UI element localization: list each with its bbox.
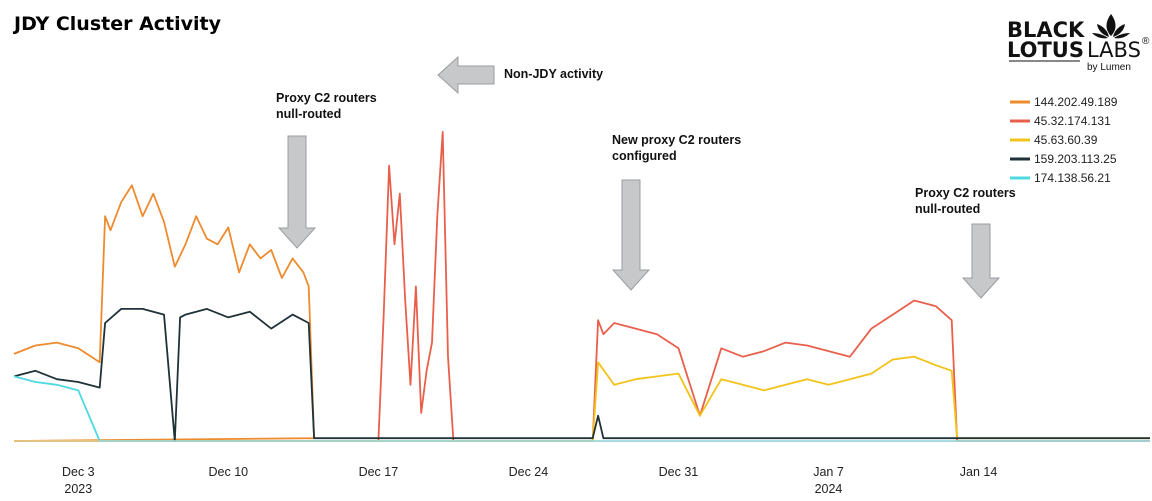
x-tick-year: 2023: [64, 482, 92, 496]
x-tick-label: Jan 14: [960, 465, 998, 479]
series-line-2: [14, 355, 1150, 442]
logo-registered: ®: [1142, 36, 1150, 47]
chart-title: JDY Cluster Activity: [12, 13, 222, 35]
annotation-new-proxy: configured: [612, 149, 677, 163]
legend-label: 45.32.174.131: [1034, 114, 1111, 128]
annotation-new-proxy: New proxy C2 routers: [612, 133, 741, 147]
x-tick-label: Dec 31: [659, 465, 699, 479]
x-tick-label: Dec 3: [62, 465, 95, 479]
logo-line1: BLACK: [1007, 18, 1085, 42]
annotation-non-jdy: Non-JDY activity: [504, 67, 603, 81]
legend: 144.202.49.189 45.32.174.131 45.63.60.39 15…: [1010, 95, 1118, 185]
annotation-null-routed-2: Proxy C2 routers: [915, 186, 1016, 200]
annotation-null-routed-1: Proxy C2 routers: [276, 91, 377, 105]
lotus-icon: [1092, 14, 1130, 39]
legend-label: 45.63.60.39: [1034, 133, 1098, 147]
black-lotus-labs-logo: BLACK LOTUS LABS ® by Lumen: [1007, 14, 1150, 73]
down-arrow-icon: [277, 135, 317, 249]
left-arrow-icon: [437, 55, 495, 95]
legend-label: 174.138.56.21: [1034, 171, 1111, 185]
legend-label: 159.203.113.25: [1034, 152, 1117, 166]
legend-label: 144.202.49.189: [1034, 95, 1118, 109]
x-axis: Dec 3 2023 Dec 10 Dec 17 Dec 24 Dec 31 Jan 7 20…: [14, 440, 1150, 496]
annotation-null-routed-2: null-routed: [915, 202, 980, 216]
x-tick-year: 2024: [815, 482, 843, 496]
annotations: Proxy C2 routers null-routed Non-JDY activ…: [276, 55, 1016, 299]
logo-line2b: LABS: [1087, 38, 1141, 62]
series-line-4: [13, 375, 1150, 442]
x-tick-label: Jan 7: [813, 465, 844, 479]
down-arrow-icon: [961, 223, 1001, 299]
x-tick-label: Dec 24: [509, 465, 549, 479]
logo-tagline: by Lumen: [1087, 62, 1131, 73]
series-line-1: [14, 131, 1150, 442]
series-line-3: [13, 308, 1150, 442]
x-tick-label: Dec 10: [209, 465, 249, 479]
logo-line2a: LOTUS: [1007, 38, 1084, 62]
down-arrow-icon: [611, 179, 651, 291]
x-tick-label: Dec 17: [359, 465, 399, 479]
annotation-null-routed-1: null-routed: [276, 107, 341, 121]
series-line-0: [13, 184, 315, 442]
